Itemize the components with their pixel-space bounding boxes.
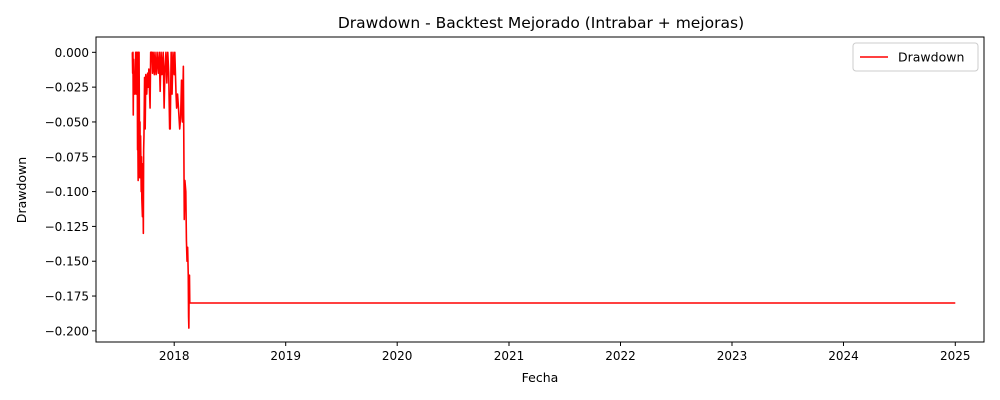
y-tick-label: −0.025 (45, 81, 89, 95)
series-line-0 (131, 51, 956, 329)
x-tick-label: 2019 (270, 349, 301, 363)
legend: Drawdown (852, 42, 979, 72)
legend-label: Drawdown (898, 50, 964, 65)
y-tick-label: −0.125 (45, 220, 89, 234)
chart-title: Drawdown - Backtest Mejorado (Intrabar +… (338, 14, 744, 32)
y-tick-label: −0.100 (45, 185, 89, 199)
y-tick-label: −0.150 (45, 255, 89, 269)
x-tick-label: 2024 (828, 349, 859, 363)
y-axis: 0.000 −0.025 −0.050 −0.075 −0.100 −0.125 −0.15… (45, 46, 96, 338)
plot-frame (95, 36, 985, 343)
y-axis-title: Drawdown (14, 157, 29, 223)
legend-box (852, 42, 979, 72)
x-tick-label: 2020 (382, 349, 413, 363)
x-tick-label: 2022 (605, 349, 636, 363)
y-tick-label: −0.175 (45, 290, 89, 304)
x-tick-label: 2025 (940, 349, 971, 363)
y-tick-label: −0.200 (45, 324, 89, 338)
series-layer (131, 51, 956, 329)
x-tick-label: 2023 (717, 349, 748, 363)
y-tick-label: −0.075 (45, 150, 89, 164)
x-axis: 2018 2019 2020 2021 2022 2023 2024 2025 (159, 342, 971, 363)
y-tick-label: −0.050 (45, 115, 89, 129)
plot-area (96, 37, 984, 342)
x-tick-label: 2018 (159, 349, 190, 363)
x-axis-title: Fecha (522, 370, 559, 385)
x-tick-label: 2021 (494, 349, 525, 363)
y-tick-label: 0.000 (55, 46, 89, 60)
